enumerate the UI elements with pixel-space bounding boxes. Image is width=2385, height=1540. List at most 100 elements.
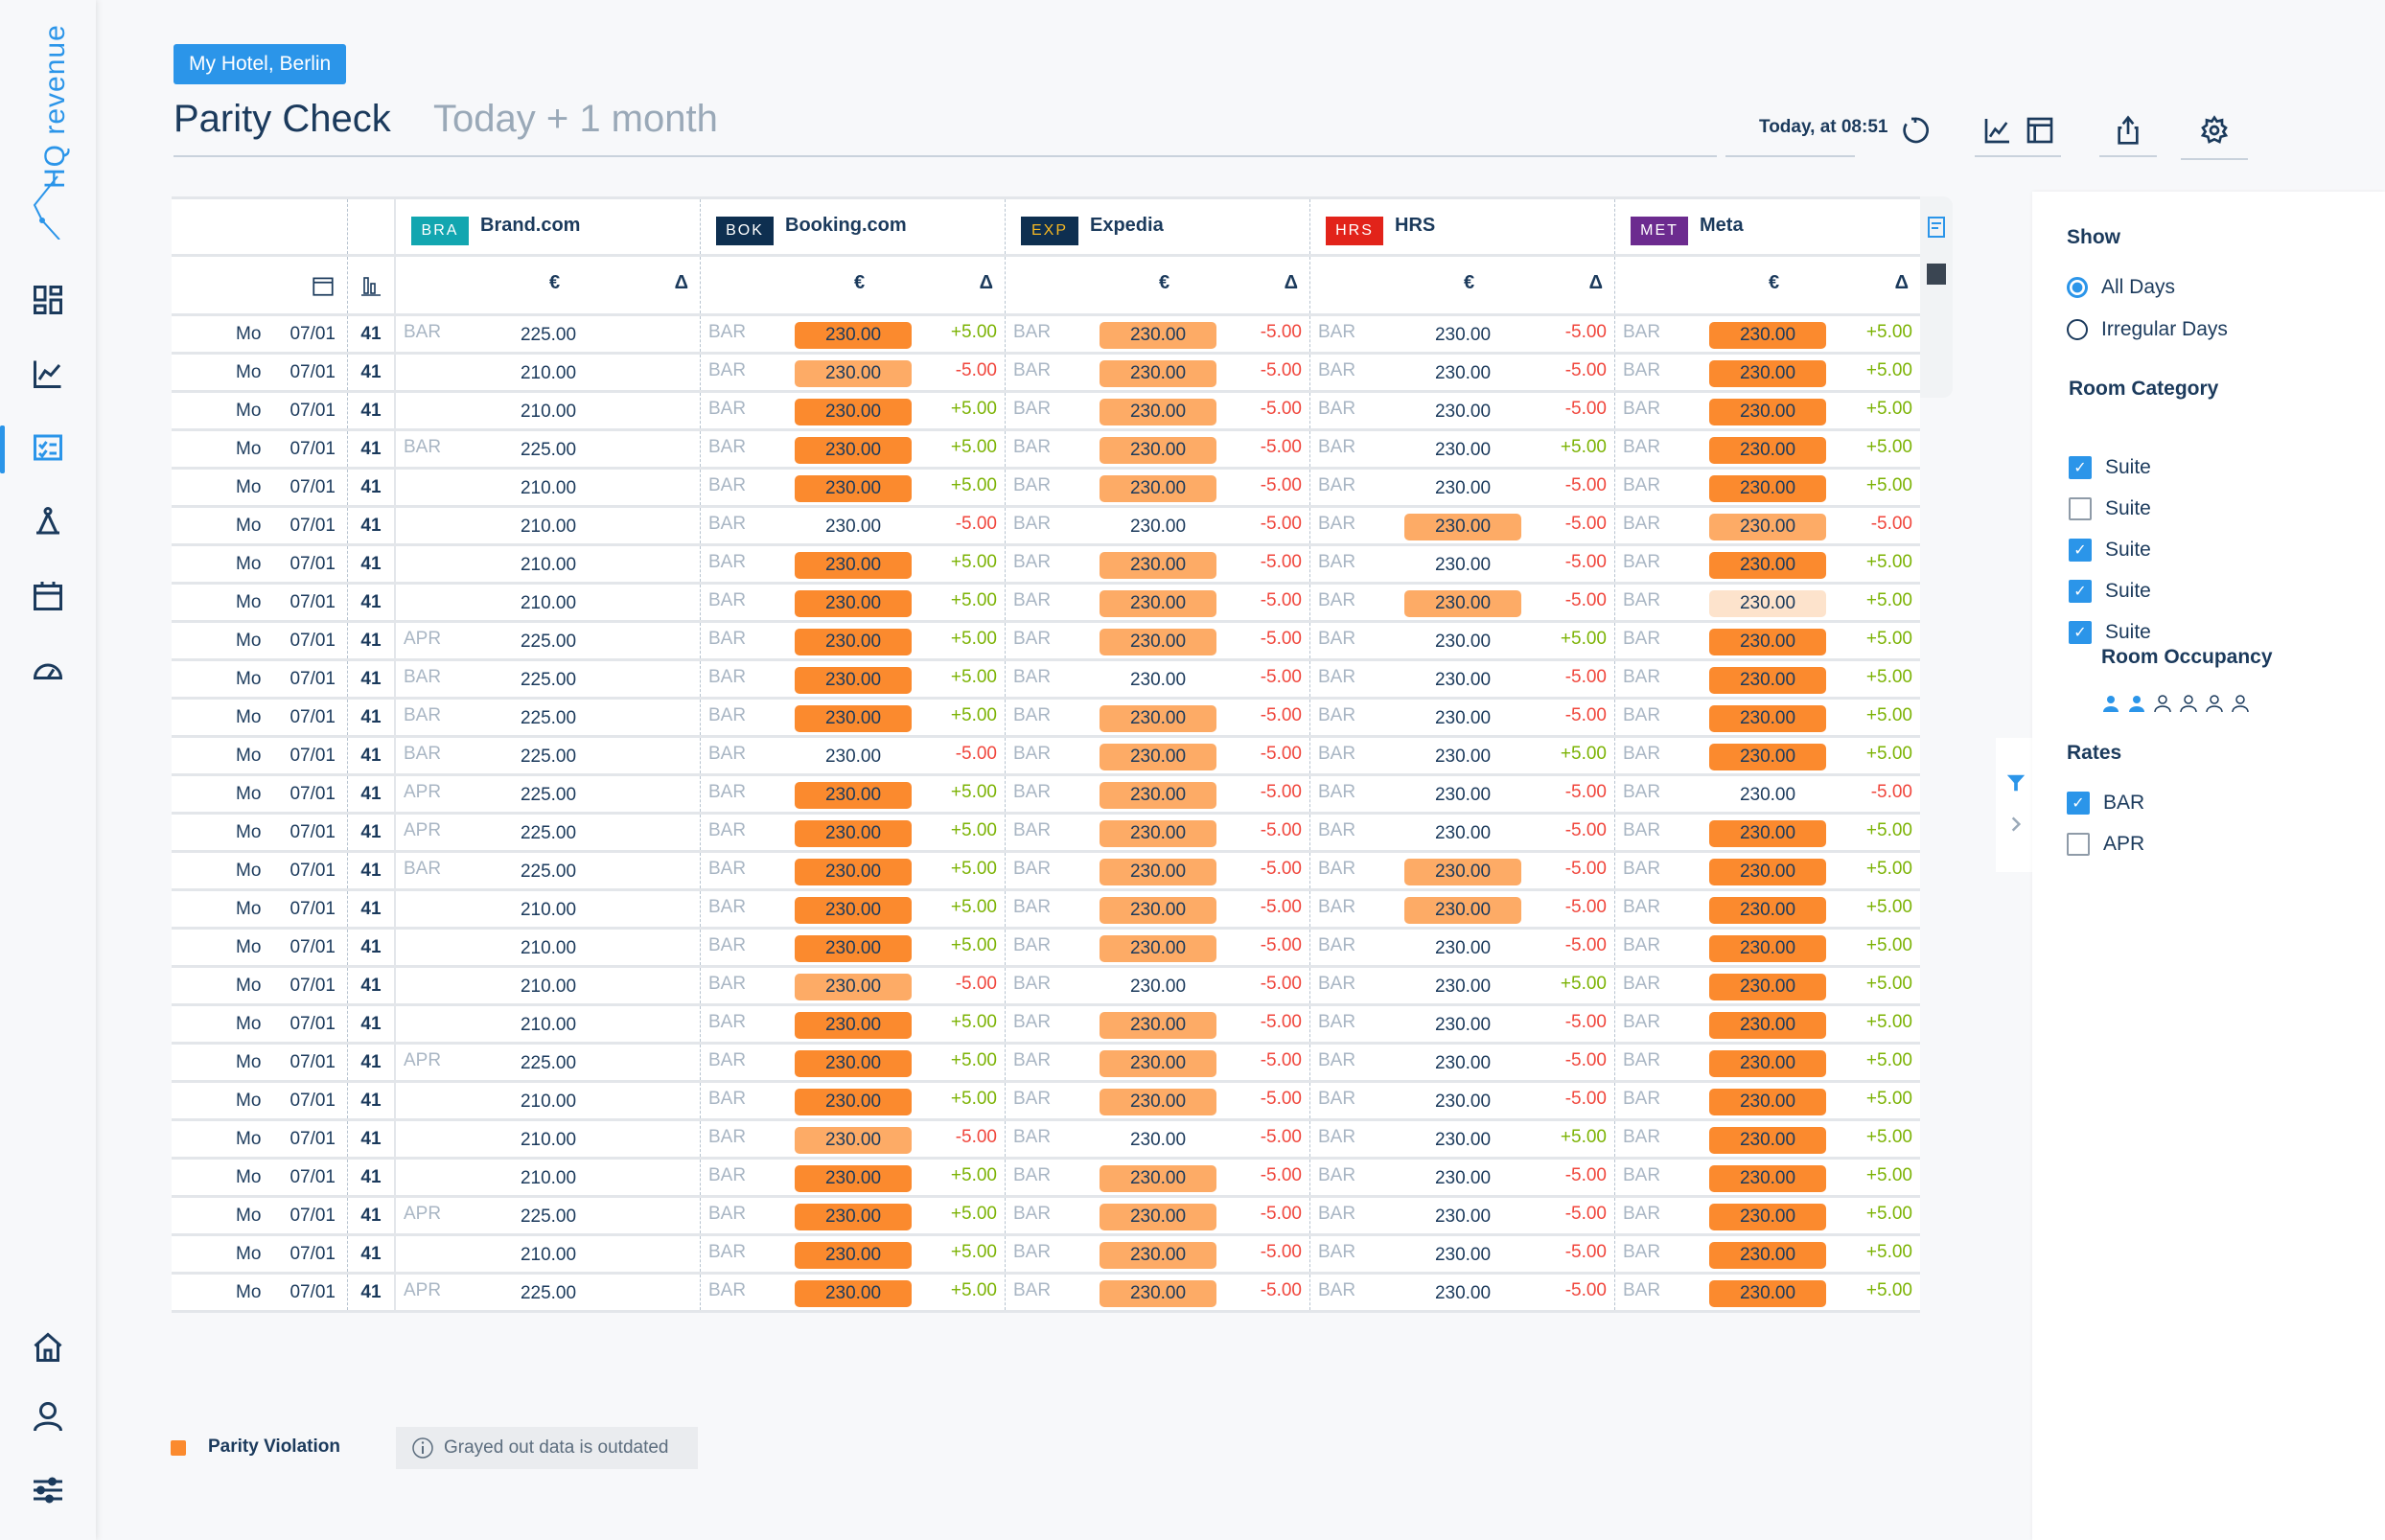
channel-cell[interactable]: BAR 230.00 +5.00 (1615, 1121, 1920, 1157)
person-outline-icon[interactable] (2179, 694, 2198, 713)
channel-price[interactable]: 230.00 (824, 517, 882, 537)
channel-price[interactable]: 230.00 (795, 1280, 912, 1307)
channel-price[interactable]: 230.00 (1709, 475, 1826, 502)
channel-cell[interactable]: BAR 230.00 +5.00 (701, 316, 1006, 352)
channel-header-meta[interactable]: MET Meta (1615, 199, 1920, 254)
channel-cell[interactable]: BAR 230.00 -5.00 (1006, 508, 1310, 543)
channel-price[interactable]: 230.00 (1434, 363, 1492, 383)
room-category-checkbox[interactable]: ✓ Suite (2069, 580, 2151, 603)
channel-price[interactable]: 230.00 (1434, 1168, 1492, 1188)
scrollbar-thumb[interactable] (1927, 264, 1946, 285)
channel-cell[interactable]: BAR 230.00 -5.00 (701, 738, 1006, 773)
channel-price[interactable]: 230.00 (1709, 1012, 1826, 1039)
channel-price[interactable]: 230.00 (795, 705, 912, 732)
table-row[interactable]: Mo 07/01 41 210.00 BAR 230.00 -5.00 BAR 230.00 -5… (172, 355, 1920, 393)
delta-header[interactable]: Δ (674, 272, 688, 293)
channel-cell[interactable]: BAR 230.00 +5.00 (701, 891, 1006, 927)
currency-header[interactable]: € (1464, 272, 1475, 293)
channel-cell[interactable]: BAR 230.00 -5.00 (1006, 968, 1310, 1003)
person-filled-icon[interactable] (2101, 694, 2120, 713)
channel-price[interactable]: 230.00 (1434, 1053, 1492, 1073)
table-row[interactable]: Mo 07/01 41 210.00 BAR 230.00 +5.00 BAR 230.00 -5… (172, 393, 1920, 431)
channel-price[interactable]: 230.00 (1404, 514, 1521, 540)
room-category-checkbox[interactable]: ✓ Suite (2069, 621, 2151, 644)
channel-cell[interactable]: BAR 230.00 -5.00 (1310, 930, 1615, 965)
home-icon[interactable] (31, 1330, 69, 1368)
channel-price[interactable]: 230.00 (1100, 399, 1216, 425)
channel-cell[interactable]: BAR 230.00 -5.00 (1006, 661, 1310, 697)
channel-price[interactable]: 230.00 (1129, 977, 1187, 997)
filter-panel-tab[interactable] (1996, 738, 2034, 872)
channel-price[interactable]: 230.00 (795, 1050, 912, 1077)
channel-cell[interactable]: BAR 230.00 -5.00 (1310, 815, 1615, 850)
channel-price[interactable]: 230.00 (1434, 1207, 1492, 1227)
currency-header[interactable]: € (1159, 272, 1170, 293)
channel-price[interactable]: 230.00 (1100, 744, 1216, 770)
table-row[interactable]: Mo 07/01 41 210.00 BAR 230.00 +5.00 BAR 230.00 -5… (172, 930, 1920, 968)
channel-cell[interactable]: BAR 230.00 -5.00 (1310, 661, 1615, 697)
channel-price[interactable]: 230.00 (1100, 1204, 1216, 1230)
channel-cell[interactable]: BAR 230.00 +5.00 (1615, 968, 1920, 1003)
channel-price[interactable]: 230.00 (1100, 360, 1216, 387)
channel-cell[interactable]: BAR 230.00 -5.00 (1006, 585, 1310, 620)
channel-price[interactable]: 230.00 (1100, 820, 1216, 847)
rate-checkbox[interactable]: ✓ BAR (2067, 792, 2144, 815)
hotel-selector[interactable]: My Hotel, Berlin (174, 44, 347, 84)
channel-price[interactable]: 230.00 (1100, 1242, 1216, 1269)
person-outline-icon[interactable] (2205, 694, 2224, 713)
channel-cell[interactable]: BAR 230.00 +5.00 (1615, 815, 1920, 850)
channel-price[interactable]: 230.00 (1434, 440, 1492, 460)
channel-cell[interactable]: BAR 230.00 -5.00 (1006, 431, 1310, 467)
room-category-checkbox[interactable]: ✓ Suite (2069, 539, 2151, 562)
channel-price[interactable]: 230.00 (795, 820, 912, 847)
channel-price[interactable]: 230.00 (1709, 1050, 1826, 1077)
radio-button[interactable] (2067, 319, 2088, 340)
radio-irregular-days[interactable]: Irregular Days (2067, 318, 2228, 341)
export-icon[interactable] (2113, 115, 2145, 148)
channel-price[interactable]: 230.00 (1709, 514, 1826, 540)
channel-cell[interactable]: BAR 230.00 -5.00 (1310, 546, 1615, 582)
channel-cell[interactable]: BAR 230.00 +5.00 (701, 1275, 1006, 1310)
channel-price[interactable]: 230.00 (1709, 744, 1826, 770)
channel-cell[interactable]: BAR 230.00 +5.00 (701, 393, 1006, 428)
channel-price[interactable]: 230.00 (1709, 1165, 1826, 1192)
channel-cell[interactable]: BAR 230.00 +5.00 (1615, 431, 1920, 467)
channel-cell[interactable]: BAR 230.00 -5.00 (1310, 316, 1615, 352)
channel-cell[interactable]: BAR 230.00 -5.00 (1310, 891, 1615, 927)
table-row[interactable]: Mo 07/01 41 210.00 BAR 230.00 -5.00 BAR 230.00 -5… (172, 508, 1920, 546)
channel-price[interactable]: 230.00 (1404, 897, 1521, 924)
channel-price[interactable]: 230.00 (1434, 823, 1492, 843)
channel-price[interactable]: 230.00 (1709, 552, 1826, 579)
channel-cell[interactable]: BAR 230.00 -5.00 (701, 968, 1006, 1003)
channel-cell[interactable]: BAR 230.00 -5.00 (1006, 1160, 1310, 1195)
channel-cell[interactable]: BAR 230.00 +5.00 (701, 700, 1006, 735)
channel-cell[interactable]: BAR 230.00 +5.00 (1615, 1198, 1920, 1233)
channel-cell[interactable]: BAR 230.00 -5.00 (1310, 1198, 1615, 1233)
checkbox[interactable]: ✓ (2069, 580, 2092, 603)
channel-cell[interactable]: BAR 230.00 -5.00 (701, 355, 1006, 390)
checkbox[interactable] (2067, 833, 2090, 856)
channel-price[interactable]: 230.00 (1709, 1127, 1826, 1154)
channel-cell[interactable]: BAR 230.00 -5.00 (1310, 1006, 1615, 1042)
notes-icon[interactable] (1927, 216, 1946, 239)
channel-cell[interactable]: BAR 230.00 +5.00 (701, 1198, 1006, 1233)
channel-price[interactable]: 230.00 (795, 782, 912, 809)
table-row[interactable]: Mo 07/01 41 210.00 BAR 230.00 +5.00 BAR 230.00 -5… (172, 546, 1920, 585)
channel-price[interactable]: 230.00 (1709, 897, 1826, 924)
channel-cell[interactable]: BAR 230.00 -5.00 (1310, 853, 1615, 888)
channel-price[interactable]: 230.00 (1100, 1012, 1216, 1039)
channel-price[interactable]: 230.00 (1434, 747, 1492, 767)
chart-icon[interactable] (31, 356, 69, 395)
channel-cell[interactable]: BAR 230.00 -5.00 (1006, 1198, 1310, 1233)
channel-cell[interactable]: BAR 230.00 -5.00 (1006, 1006, 1310, 1042)
table-row[interactable]: Mo 07/01 41 APR 225.00 BAR 230.00 +5.00 BAR 230.0… (172, 1198, 1920, 1236)
channel-price[interactable]: 230.00 (795, 1242, 912, 1269)
channel-price[interactable]: 230.00 (795, 1127, 912, 1154)
channel-cell[interactable]: BAR 230.00 +5.00 (701, 776, 1006, 812)
table-row[interactable]: Mo 07/01 41 210.00 BAR 230.00 -5.00 BAR 230.00 -5… (172, 968, 1920, 1006)
table-row[interactable]: Mo 07/01 41 APR 225.00 BAR 230.00 +5.00 BAR 230.0… (172, 1045, 1920, 1083)
channel-header-brandcom[interactable]: BRA Brand.com (396, 199, 701, 254)
channel-price[interactable]: 230.00 (795, 667, 912, 694)
calendar-icon[interactable] (311, 273, 336, 298)
channel-price[interactable]: 230.00 (1100, 1089, 1216, 1115)
